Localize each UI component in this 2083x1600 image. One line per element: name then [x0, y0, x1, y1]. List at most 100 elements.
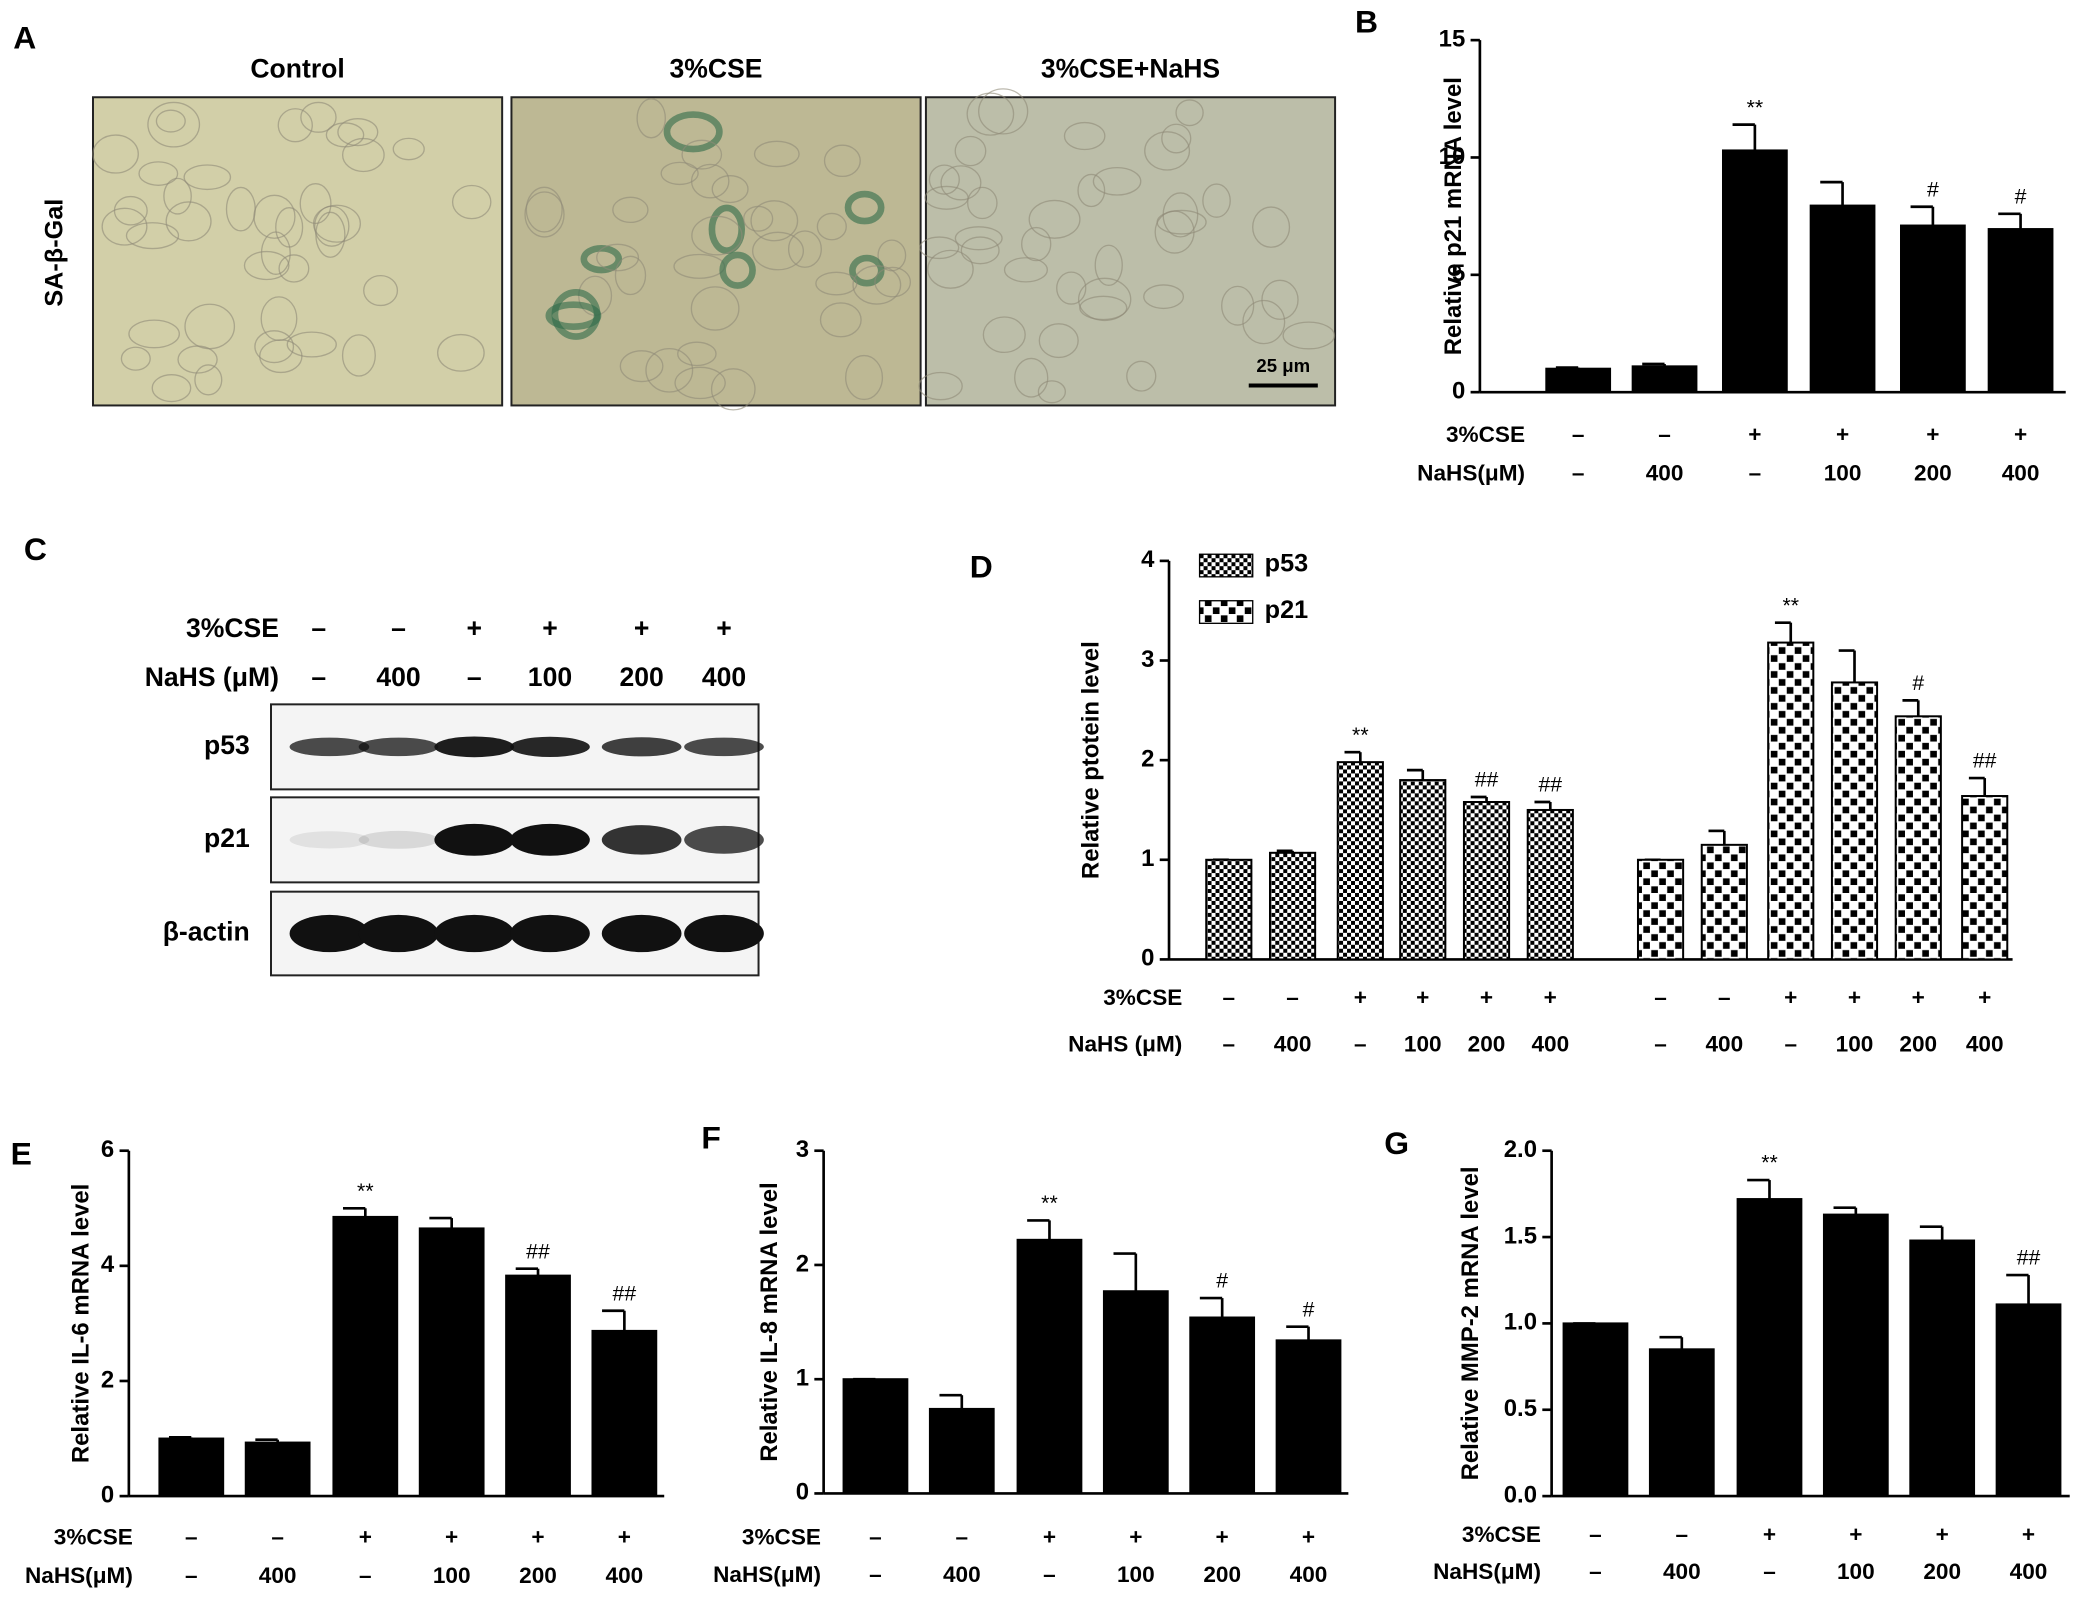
y-tick-label: 0 [1452, 377, 1465, 404]
cell [312, 204, 361, 243]
cell [753, 140, 800, 168]
y-tick-label: 10 [1439, 143, 1466, 170]
significance: ## [1538, 773, 1562, 797]
cell [253, 194, 296, 239]
cell [819, 302, 862, 338]
treatment-value: 400 [1274, 1032, 1312, 1057]
treatment-value: – [185, 1525, 198, 1550]
cell [275, 206, 304, 248]
treatment-value: – [1589, 1522, 1602, 1547]
scale-bar-label: 25 μm [1256, 355, 1310, 376]
bar [1767, 641, 1815, 961]
treatment-value: – [391, 613, 406, 643]
significance: ** [1352, 723, 1369, 747]
significance: # [1303, 1297, 1315, 1321]
treatment-value: – [1763, 1559, 1776, 1584]
cell [1175, 99, 1204, 127]
bar [1336, 761, 1384, 961]
cell [752, 231, 805, 271]
cell [128, 319, 180, 349]
blot-label: β-actin [163, 917, 250, 947]
cell [1161, 123, 1192, 154]
treatment-value: – [1572, 422, 1585, 447]
treatment-value: + [1354, 985, 1367, 1010]
treatment-value: 400 [702, 662, 746, 692]
panel-letter: B [1355, 4, 1378, 40]
treatment-value: 200 [1914, 460, 1952, 485]
cell [551, 288, 601, 340]
cell [92, 134, 139, 174]
panel-letter: F [701, 1120, 720, 1156]
treatment-label: NaHS(μM) [25, 1563, 133, 1588]
column-title: 3%CSE [670, 54, 763, 84]
cell [1056, 271, 1087, 305]
treatment-value: – [1589, 1559, 1602, 1584]
significance: ** [357, 1179, 374, 1203]
y-tick-label: 0.0 [1504, 1481, 1537, 1508]
treatment-value: + [634, 613, 650, 643]
significance: # [1216, 1269, 1228, 1293]
legend-label: p53 [1265, 550, 1308, 578]
bar [1987, 228, 2054, 394]
treatment-value: + [1216, 1525, 1229, 1550]
cell [325, 122, 365, 148]
bar [332, 1215, 399, 1498]
treatment-value: + [1416, 985, 1429, 1010]
bar [1909, 1239, 1976, 1498]
y-tick-label: 1 [1141, 845, 1154, 872]
treatment-value: – [1654, 985, 1667, 1010]
bar [158, 1437, 225, 1498]
bar [842, 1378, 909, 1495]
bar [1189, 1316, 1256, 1495]
treatment-value: 400 [1290, 1562, 1328, 1587]
cell [337, 118, 379, 147]
cell [612, 196, 649, 224]
blot-label: p21 [204, 823, 250, 853]
significance: # [1912, 671, 1924, 695]
treatment-value: + [1784, 985, 1797, 1010]
cell [711, 175, 749, 204]
band [684, 737, 764, 757]
bar [1648, 1348, 1715, 1498]
treatment-value: – [1658, 422, 1671, 447]
treatment-value: + [466, 613, 482, 643]
y-tick-label: 1.0 [1504, 1309, 1537, 1336]
treatment-value: + [1836, 422, 1849, 447]
cell [691, 215, 743, 256]
cell [978, 88, 1029, 135]
y-tick-label: 0 [1141, 945, 1154, 972]
cell [525, 186, 563, 233]
band [510, 823, 590, 856]
significance: ** [1782, 593, 1799, 617]
treatment-value: – [1223, 1032, 1236, 1057]
cell [341, 334, 376, 377]
y-tick-label: 5 [1452, 260, 1465, 287]
bar [1830, 681, 1879, 961]
treatment-value: – [359, 1563, 372, 1588]
cell [596, 243, 640, 272]
cell [940, 165, 982, 201]
micrograph [924, 96, 1337, 407]
band [289, 831, 370, 849]
cell [1144, 131, 1191, 171]
y-tick-label: 2 [1141, 745, 1154, 772]
significance: ## [526, 1239, 550, 1263]
cell [278, 254, 310, 283]
cell [681, 139, 723, 170]
treatment-value: 100 [1836, 1032, 1874, 1057]
cell [1014, 357, 1049, 398]
bar [1809, 204, 1876, 394]
treatment-value: – [1223, 985, 1236, 1010]
cell [982, 316, 1026, 354]
cell [300, 101, 337, 133]
cell [636, 98, 666, 139]
bar [505, 1274, 571, 1498]
bar [1526, 808, 1574, 961]
treatment-value: 200 [1923, 1559, 1961, 1584]
row-label: SA-β-Gal [40, 199, 68, 307]
treatment-value: – [956, 1525, 969, 1550]
treatment-value: 200 [519, 1563, 557, 1588]
cell [1079, 295, 1128, 321]
treatment-value: + [1544, 985, 1557, 1010]
band [434, 914, 515, 953]
